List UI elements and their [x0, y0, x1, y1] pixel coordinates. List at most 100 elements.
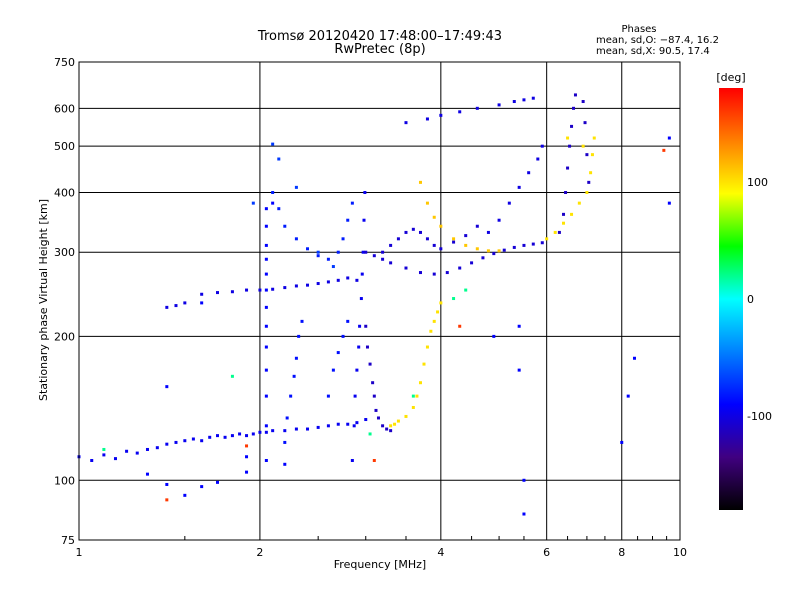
data-point: [346, 422, 350, 426]
data-point: [411, 394, 415, 398]
data-point: [264, 243, 268, 247]
data-point: [553, 230, 557, 234]
data-point: [393, 422, 397, 426]
colorbar-tick-label: 0: [747, 293, 754, 306]
x-tick-label: 8: [618, 546, 625, 559]
data-point: [289, 394, 293, 398]
data-point: [439, 113, 443, 117]
data-point: [341, 237, 345, 241]
data-point: [475, 247, 479, 251]
y-tick-label: 75: [61, 534, 75, 547]
data-point: [183, 439, 187, 443]
data-point: [667, 201, 671, 205]
data-point: [418, 180, 422, 184]
data-point: [522, 478, 526, 482]
data-point: [135, 451, 139, 455]
x-tick-label: 2: [256, 546, 263, 559]
data-point: [245, 470, 249, 474]
data-point: [507, 201, 511, 205]
data-point: [174, 304, 178, 308]
data-point: [271, 287, 275, 291]
data-point: [372, 254, 376, 258]
data-point: [245, 444, 249, 448]
data-point: [336, 422, 340, 426]
data-point: [264, 224, 268, 228]
x-tick-label: 6: [543, 546, 550, 559]
data-point: [264, 272, 268, 276]
data-point: [200, 439, 204, 443]
data-point: [183, 301, 187, 305]
data-point: [464, 234, 468, 238]
data-point: [418, 381, 422, 385]
data-point: [381, 250, 385, 254]
data-point: [620, 440, 624, 444]
data-point: [361, 250, 365, 254]
data-point: [316, 250, 320, 254]
data-point: [429, 329, 433, 333]
colorbar-ticks: 100 0 -100: [747, 176, 772, 423]
y-tick-label: 200: [54, 330, 75, 343]
data-point: [346, 276, 350, 280]
data-point: [475, 106, 479, 110]
data-point: [389, 429, 393, 433]
data-point: [346, 218, 350, 222]
data-point: [376, 416, 380, 420]
data-point: [300, 319, 304, 323]
data-point: [364, 324, 368, 328]
data-point: [411, 405, 415, 409]
data-point: [362, 218, 366, 222]
data-point: [585, 190, 589, 194]
data-point: [264, 368, 268, 372]
data-point: [285, 416, 289, 420]
data-point: [557, 230, 561, 234]
data-point: [566, 136, 570, 140]
data-points: [77, 93, 671, 516]
data-point: [326, 280, 330, 284]
data-point: [208, 435, 212, 439]
data-point: [592, 136, 596, 140]
phases-header: Phases: [621, 24, 656, 35]
data-point: [364, 250, 368, 254]
data-point: [439, 301, 443, 305]
data-point: [517, 368, 521, 372]
data-point: [271, 429, 275, 433]
data-point: [102, 453, 106, 457]
data-point: [425, 237, 429, 241]
data-point: [355, 368, 359, 372]
x-axis-label: Frequency [MHz]: [334, 558, 426, 571]
data-point: [200, 485, 204, 489]
data-point: [357, 345, 361, 349]
data-point: [271, 142, 275, 146]
data-point: [264, 430, 268, 434]
data-point: [587, 180, 591, 184]
data-point: [497, 103, 501, 107]
data-point: [223, 435, 227, 439]
data-point: [336, 278, 340, 282]
data-point: [297, 334, 301, 338]
data-point: [215, 434, 219, 438]
data-point: [562, 221, 566, 225]
data-point: [458, 110, 462, 114]
data-point: [522, 512, 526, 516]
data-point: [102, 447, 106, 451]
data-point: [572, 106, 576, 110]
data-point: [331, 368, 335, 372]
data-point: [365, 345, 369, 349]
data-point: [292, 374, 296, 378]
data-point: [389, 424, 393, 428]
data-point: [264, 424, 268, 428]
data-point: [381, 257, 385, 261]
data-point: [352, 424, 356, 428]
data-point: [517, 324, 521, 328]
data-point: [581, 100, 585, 104]
data-point: [264, 288, 268, 292]
data-point: [165, 498, 169, 502]
data-point: [381, 424, 385, 428]
x-tick-label: 10: [673, 546, 687, 559]
data-point: [358, 324, 362, 328]
data-point: [245, 455, 249, 459]
data-point: [165, 482, 169, 486]
data-point: [326, 257, 330, 261]
data-point: [589, 171, 593, 175]
